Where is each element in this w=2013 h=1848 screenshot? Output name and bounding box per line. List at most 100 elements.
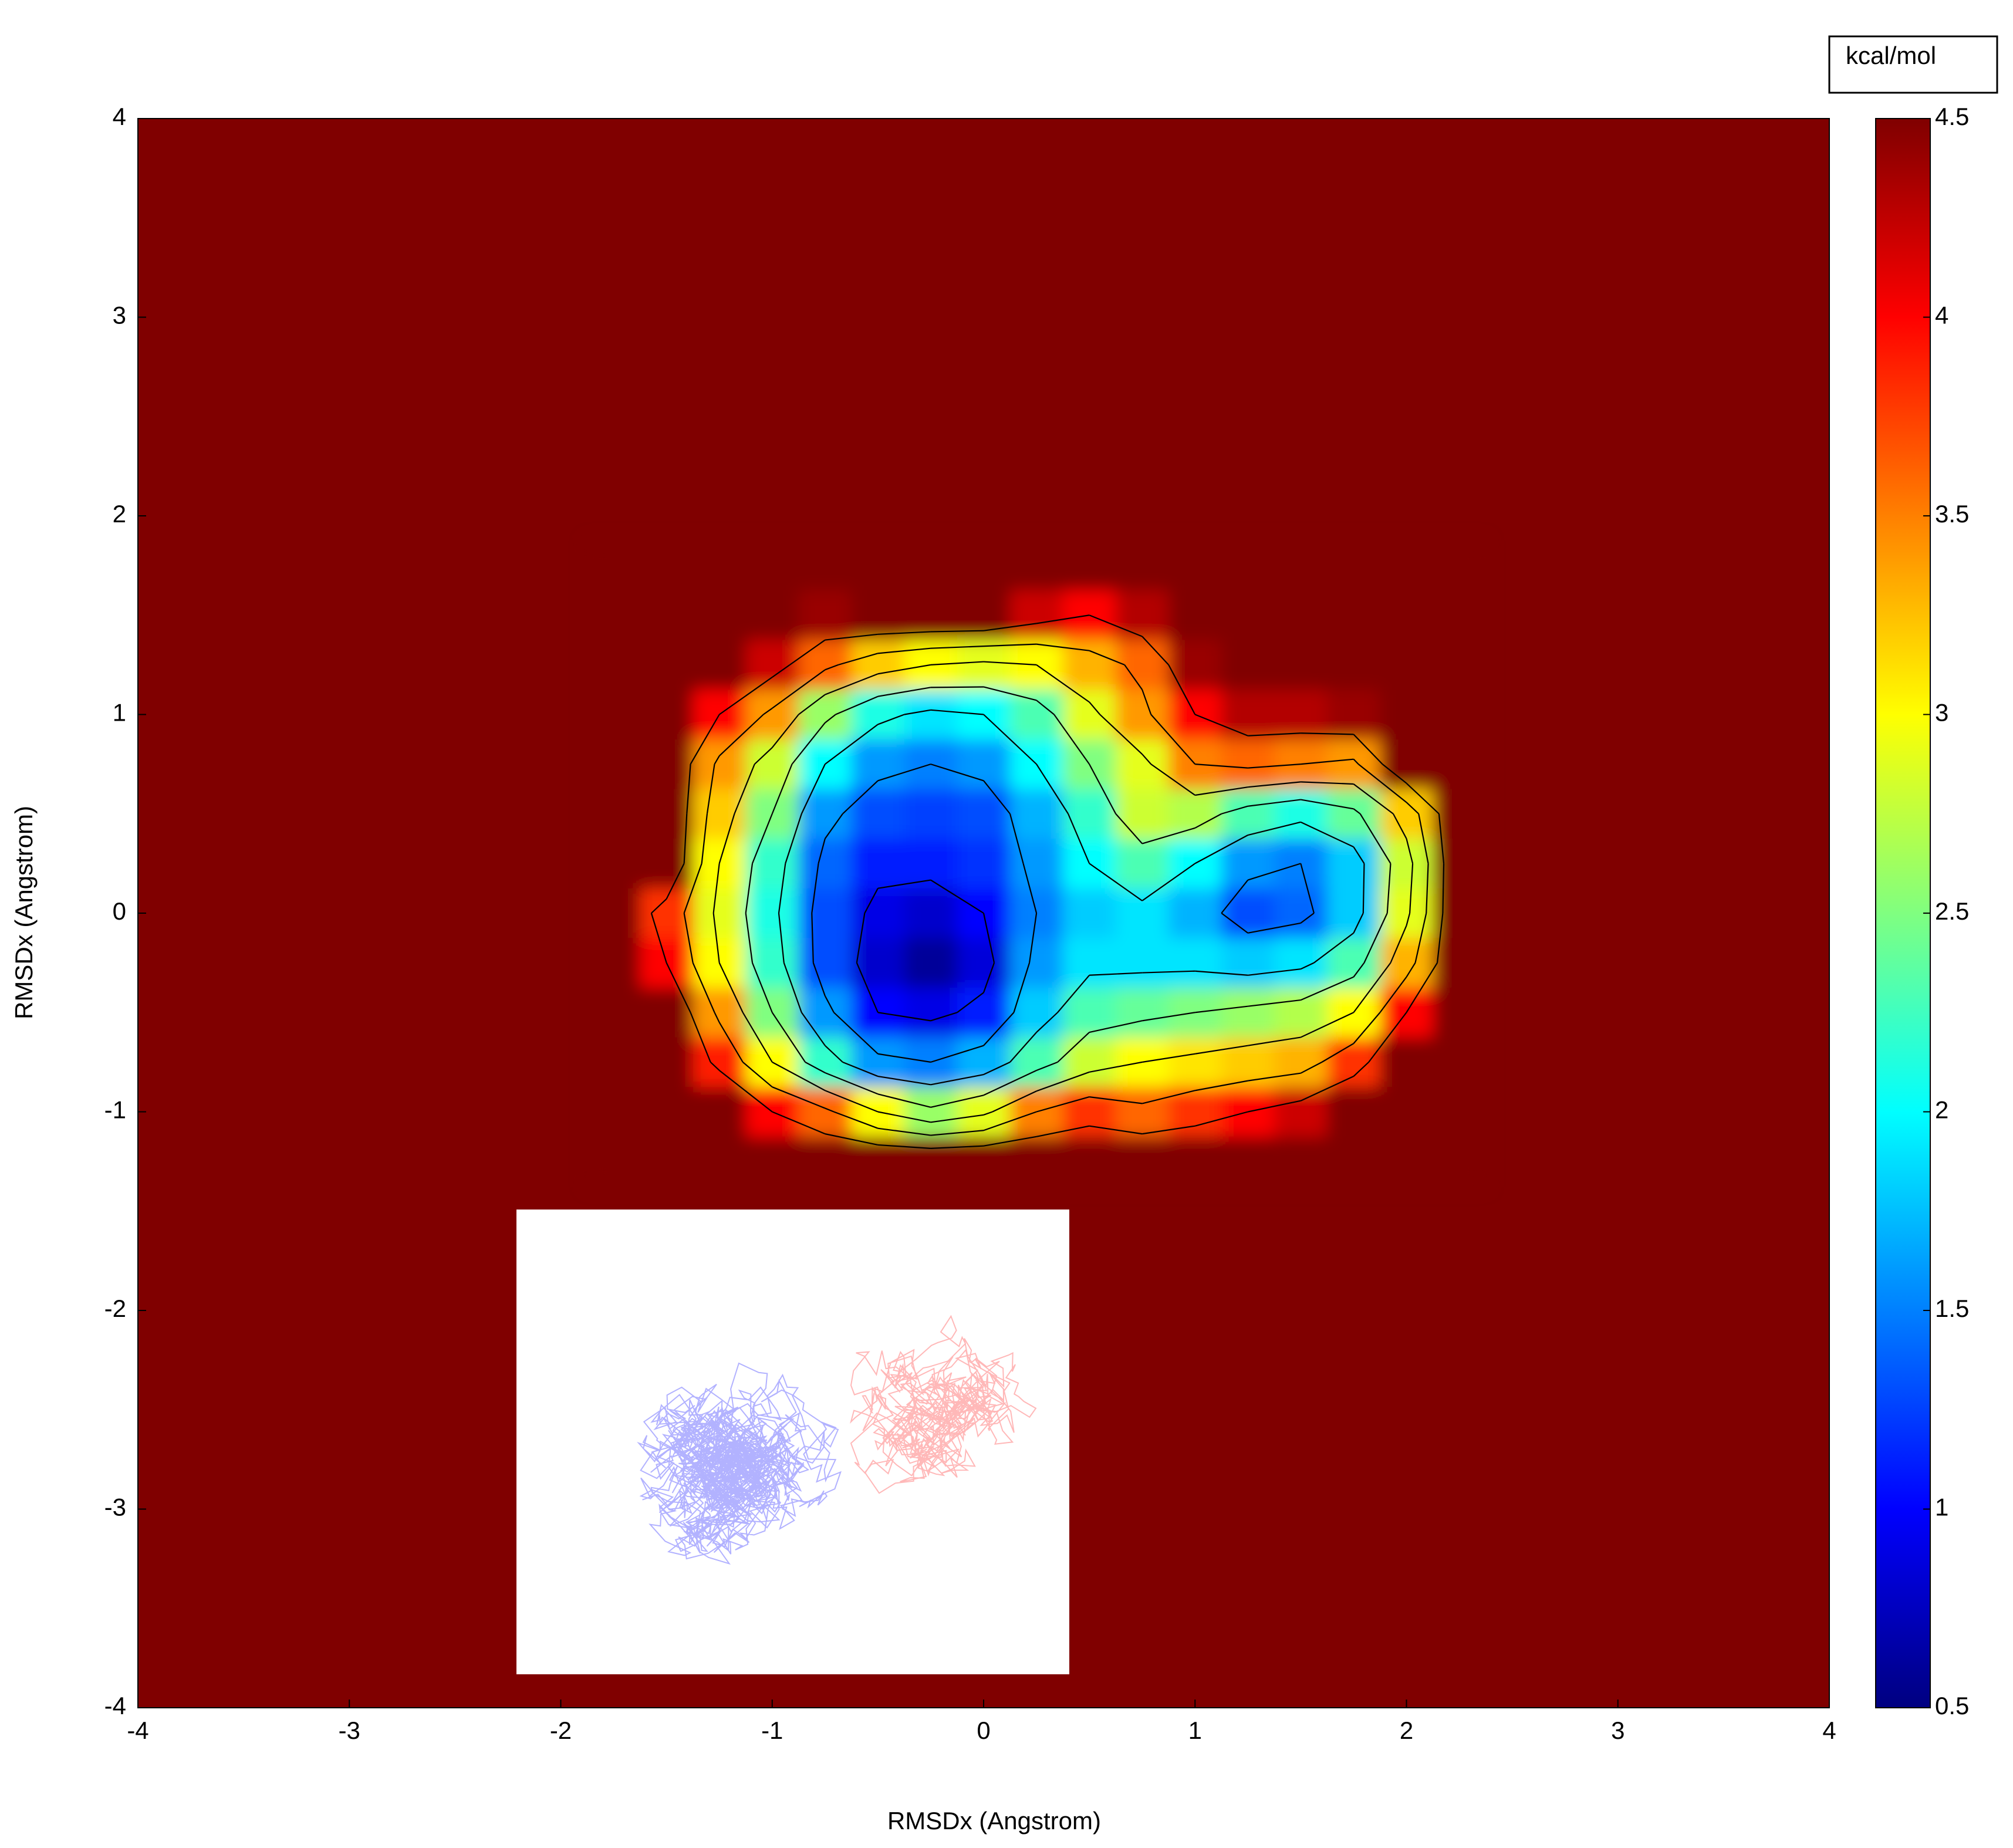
heat-cell (1433, 1087, 1487, 1137)
contour-line (772, 669, 826, 709)
contour-line (825, 1045, 843, 1063)
heat-cell (1010, 590, 1064, 641)
contour-line (904, 709, 931, 715)
contour-line (1379, 977, 1407, 1013)
heat-cell (851, 789, 905, 840)
heat-cell (1221, 1136, 1275, 1187)
heat-cell (1221, 839, 1275, 889)
heat-cell (1221, 938, 1275, 988)
heat-cell (1116, 540, 1170, 591)
heat-cell (851, 888, 905, 939)
contour-line (1221, 879, 1249, 914)
heat-cell (1010, 690, 1064, 740)
contour-line (811, 913, 814, 963)
heat-cell (1063, 640, 1117, 691)
contour-line (877, 1012, 931, 1022)
colorbar-tick-label: 0.5 (1935, 1692, 1969, 1719)
heat-cell (798, 540, 852, 591)
contour-line (930, 1012, 958, 1022)
contour-line (1406, 802, 1420, 815)
heat-cell (745, 640, 799, 691)
heat-cell (1168, 789, 1222, 840)
heat-cell (1221, 640, 1275, 691)
heat-cell (1116, 1087, 1170, 1137)
heat-cell (1221, 789, 1275, 840)
heat-cell (587, 888, 641, 939)
contour-line (1359, 813, 1391, 864)
heat-cell (1380, 938, 1434, 988)
heat-cell (798, 888, 852, 939)
heat-cell (587, 739, 641, 790)
contour-line (690, 1012, 711, 1063)
contour-line (833, 1111, 879, 1129)
heat-cell (693, 888, 747, 939)
heat-cell (904, 1136, 958, 1187)
contour-line (877, 763, 931, 782)
heat-cell (851, 938, 905, 988)
x-tick-label: 1 (1188, 1717, 1202, 1744)
contour-line (825, 724, 879, 765)
heat-cell (851, 540, 905, 591)
contour-line (930, 879, 984, 914)
contour-line (1300, 976, 1354, 1001)
contour-line (1353, 1062, 1369, 1077)
contour-line (877, 1144, 931, 1149)
contour-line (718, 813, 735, 864)
heat-cell (957, 938, 1011, 988)
contour-line (983, 643, 1037, 647)
y-tick-label: -2 (104, 1295, 126, 1322)
x-tick-label: 2 (1400, 1717, 1413, 1744)
contour-line (983, 714, 1037, 765)
heat-cell (1274, 987, 1328, 1038)
colorbar-tick-label: 2.5 (1935, 897, 1969, 925)
contour-line (824, 813, 843, 839)
contour-line (1406, 962, 1416, 978)
heat-cell (798, 1136, 852, 1187)
heat-cell (1380, 540, 1434, 591)
contour-line (1300, 962, 1315, 970)
contour-line (718, 714, 764, 756)
heat-cell (1433, 1136, 1487, 1187)
heat-cell (1116, 938, 1170, 988)
contour-line (1057, 1032, 1090, 1063)
contour-line (798, 694, 826, 715)
contour-line (930, 1114, 984, 1123)
contour-line (983, 686, 1037, 701)
contour-line (1414, 913, 1427, 963)
heat-cell (1433, 839, 1487, 889)
contour-line (1009, 1032, 1037, 1063)
heat-cell (1063, 540, 1117, 591)
heat-cell (1327, 1037, 1381, 1088)
contour-line (772, 1061, 826, 1092)
heat-cell (1327, 888, 1381, 939)
heat-cell (640, 540, 694, 591)
heat-cell (1063, 987, 1117, 1038)
heat-cell (904, 690, 958, 740)
contour-line (1248, 922, 1301, 934)
heat-cell (904, 1087, 958, 1137)
heat-cell (587, 590, 641, 641)
contour-line (1418, 813, 1429, 864)
contour-line (783, 962, 802, 1013)
contour-line (1353, 962, 1391, 1013)
colorbar-tick-label: 3.5 (1935, 500, 1969, 528)
contour-line (825, 1133, 879, 1146)
heat-cell (1116, 739, 1170, 790)
contour-line (1089, 1061, 1143, 1073)
contour-line (1248, 1072, 1301, 1082)
contour-line (745, 913, 754, 963)
heat-cell (957, 839, 1011, 889)
heat-cell (745, 590, 799, 641)
contour-line (742, 1062, 773, 1088)
contour-line (811, 863, 819, 914)
contour-line (1142, 970, 1195, 974)
colorbar-tick-label: 1 (1935, 1494, 1948, 1521)
heat-cell (1063, 690, 1117, 740)
heat-cell (745, 540, 799, 591)
contour-line (1301, 758, 1354, 765)
contour-line (1195, 970, 1248, 976)
contour-line (650, 913, 667, 963)
contour-line (1195, 1045, 1248, 1055)
heat-cell (1380, 640, 1434, 691)
heat-cell (798, 789, 852, 840)
